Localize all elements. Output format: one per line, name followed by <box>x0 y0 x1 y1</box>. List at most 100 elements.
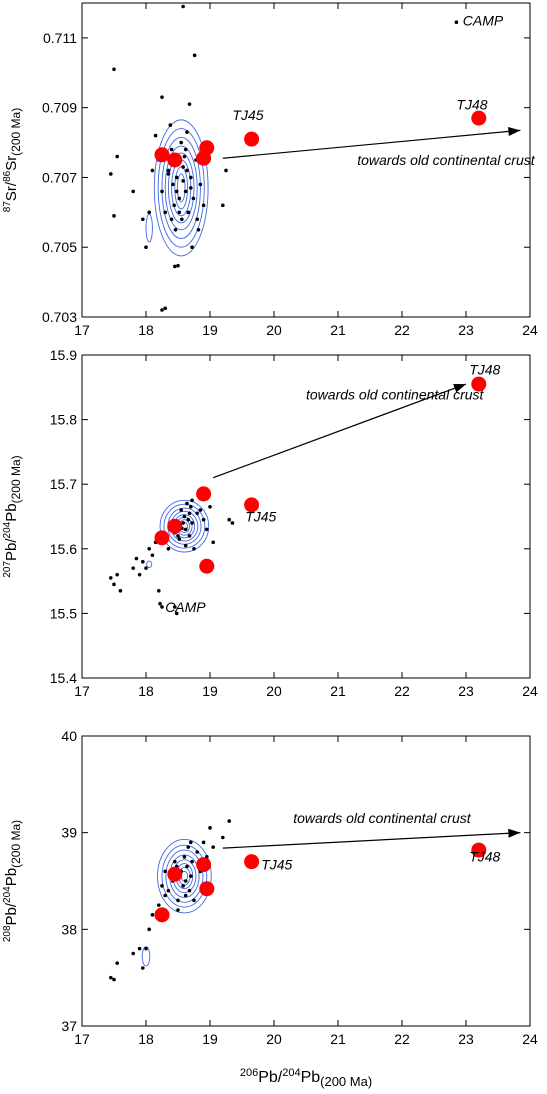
arrow-head <box>453 384 466 393</box>
crust-arrow <box>222 832 521 849</box>
camp-point <box>147 927 151 932</box>
x-tick-label: 22 <box>394 322 410 338</box>
camp-point <box>177 196 182 201</box>
camp-point <box>166 888 171 893</box>
annotation-crust: towards old continental crust <box>293 810 472 826</box>
contour-line <box>165 849 204 903</box>
camp-point <box>112 977 116 982</box>
camp-point <box>183 879 188 883</box>
camp-point <box>109 172 113 176</box>
x-tick-label: 20 <box>266 1031 282 1047</box>
x-tick-label: 19 <box>202 1031 218 1047</box>
sample-point <box>471 842 487 858</box>
y-tick-label: 0.709 <box>42 100 77 116</box>
camp-point <box>183 543 188 548</box>
camp-point <box>221 835 225 840</box>
annotation-tj45: TJ45 <box>245 509 276 525</box>
sample-point <box>244 854 260 870</box>
x-tick-label: 22 <box>394 683 410 699</box>
camp-point <box>187 534 192 538</box>
x-tick-label: 18 <box>138 1031 154 1047</box>
camp-point <box>160 95 164 99</box>
y-tick-label: 0.705 <box>42 239 77 255</box>
camp-point <box>173 227 178 232</box>
camp-point <box>177 537 182 541</box>
camp-point <box>182 855 187 859</box>
arrow-head <box>508 126 521 136</box>
annotation-tj48: TJ48 <box>469 361 500 377</box>
camp-point <box>185 501 189 506</box>
sample-point <box>471 110 487 126</box>
camp-point <box>185 864 189 869</box>
y-tick-label: 15.7 <box>50 476 77 492</box>
camp-point <box>163 306 167 311</box>
camp-point <box>118 588 123 593</box>
sample-point <box>154 530 170 546</box>
camp-point <box>160 308 164 312</box>
x-tick-label: 23 <box>458 1031 474 1047</box>
x-tick-label: 19 <box>202 322 218 338</box>
camp-point <box>190 245 194 250</box>
camp-point <box>189 175 193 180</box>
annotation-crust: towards old continental crust <box>357 152 536 168</box>
y-tick-label: 15.6 <box>50 541 77 557</box>
camp-point <box>160 189 164 194</box>
x-tick-label: 18 <box>138 322 154 338</box>
camp-point <box>157 903 161 907</box>
camp-point <box>195 511 199 516</box>
camp-point <box>196 227 201 232</box>
camp-point <box>163 893 167 898</box>
camp-point <box>183 189 188 194</box>
contour-line <box>176 173 186 203</box>
sample-point <box>471 376 487 392</box>
camp-point <box>208 505 212 509</box>
camp-point <box>195 850 199 854</box>
camp-point <box>112 67 116 72</box>
camp-point <box>186 210 191 215</box>
contour-line <box>157 128 205 248</box>
camp-point <box>174 175 179 180</box>
camp-point <box>181 179 185 183</box>
contour-line <box>161 844 208 908</box>
camp-point <box>112 582 116 587</box>
contour-line <box>146 560 153 568</box>
y-tick-label: 39 <box>61 825 77 841</box>
y-tick-label: 0.711 <box>43 30 77 46</box>
camp-point <box>168 123 173 127</box>
annotation-tj45: TJ45 <box>261 856 292 872</box>
camp-point <box>181 521 185 525</box>
camp-point <box>173 605 177 609</box>
y-axis-label: 87Sr/86Sr(200 Ma) <box>2 108 23 212</box>
camp-point <box>174 611 179 616</box>
camp-point <box>191 196 196 201</box>
sample-point <box>244 497 260 513</box>
camp-point <box>176 534 180 538</box>
camp-point <box>176 898 180 903</box>
sample-point <box>199 558 215 574</box>
contour-line <box>161 136 201 239</box>
camp-point <box>153 133 158 138</box>
contour-line <box>167 152 195 224</box>
y-tick-label: 15.8 <box>50 412 77 428</box>
sample-point <box>154 907 170 923</box>
camp-point <box>115 572 119 577</box>
camp-point <box>187 888 192 893</box>
x-tick-label: 19 <box>202 683 218 699</box>
camp-point <box>205 527 209 532</box>
y-axis-label: 207Pb/204Pb(200 Ma) <box>2 455 23 577</box>
camp-point <box>189 874 193 878</box>
camp-point <box>198 182 203 187</box>
y-tick-label: 0.707 <box>42 169 77 185</box>
camp-point <box>176 908 180 912</box>
camp-point <box>134 556 139 561</box>
contour-line <box>159 499 210 553</box>
camp-point <box>157 588 161 593</box>
camp-point <box>109 576 113 580</box>
camp-point <box>177 210 182 215</box>
contour-line <box>174 166 189 210</box>
camp-point <box>150 168 155 173</box>
camp-point <box>131 566 135 570</box>
camp-point <box>137 572 142 577</box>
camp-point <box>147 210 151 215</box>
